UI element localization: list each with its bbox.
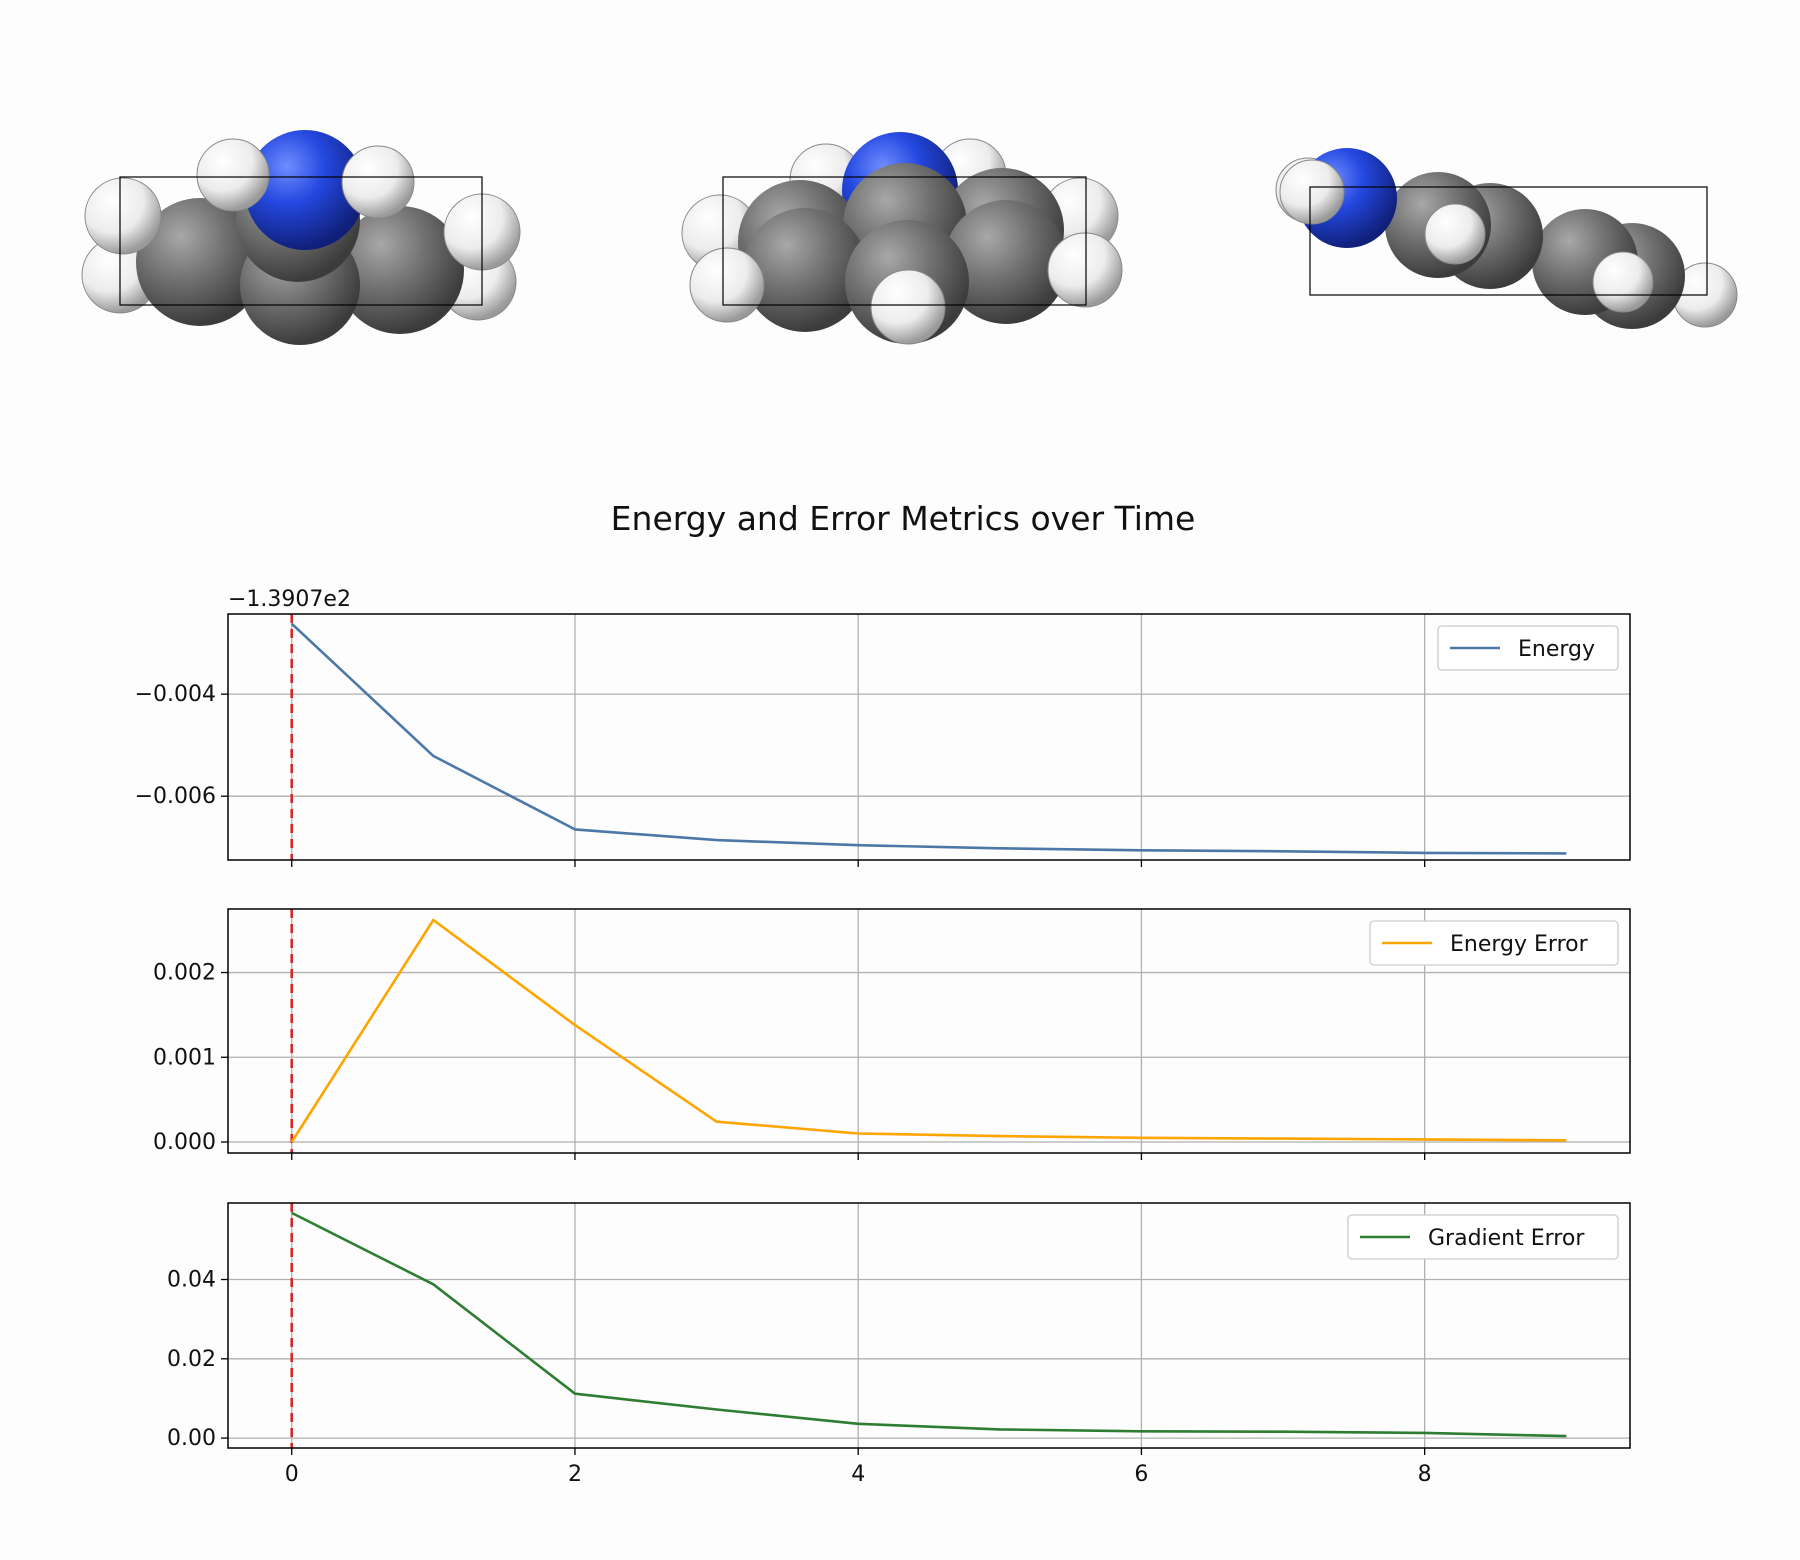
series-line: [290, 622, 1567, 855]
axes-frame: [227, 908, 1631, 1154]
offset-label: −1.3907e2: [228, 587, 351, 612]
legend: Gradient Error: [1347, 1214, 1619, 1260]
plot-area: [228, 614, 1630, 860]
legend-label: Gradient Error: [1428, 1226, 1585, 1251]
chart-panel-1: −0.004 −0.006 −1.3907e2 Energy: [135, 587, 1631, 867]
charts-group: −0.004−0.006−1.3907e2Energy0.0000.0010.0…: [135, 587, 1631, 1487]
y-tick-label: 0.002: [153, 961, 216, 986]
bounding-box-2: [722, 176, 1087, 306]
x-tick-label: 4: [851, 1462, 865, 1487]
bounding-box-3: [1309, 186, 1708, 296]
x-tick-label: 0: [285, 1462, 299, 1487]
legend-box: [1437, 625, 1619, 671]
chart-panel-3: 0.00 0.02 0.04 Gradient Error 0 2 4 6 8: [167, 1202, 1631, 1487]
axes-frame: [227, 613, 1631, 861]
chart-panel-2: 0.000 0.001 0.002 Energy Error: [153, 908, 1631, 1160]
y-tick-label: −0.006: [135, 784, 216, 809]
y-tick-label: −0.004: [135, 682, 216, 707]
legend: Energy Error: [1369, 920, 1619, 966]
molecule-view-3: [1275, 148, 1738, 329]
figure-title: Energy and Error Metrics over Time: [611, 499, 1196, 538]
series-line: [291, 1211, 1567, 1438]
legend-box: [1369, 920, 1619, 966]
x-tick-label: 2: [568, 1462, 582, 1487]
y-tick-label: 0.04: [167, 1268, 216, 1293]
x-tick-label: 8: [1418, 1462, 1432, 1487]
y-tick-label: 0.001: [153, 1045, 216, 1070]
legend-label: Energy: [1518, 637, 1595, 662]
x-tick-label: 6: [1134, 1462, 1148, 1487]
molecule-view-1: [81, 130, 521, 345]
legend-label: Energy Error: [1450, 932, 1589, 957]
y-tick-label: 0.02: [167, 1347, 216, 1372]
axes-frame: [227, 1202, 1631, 1449]
y-tick-label: 0.00: [167, 1426, 216, 1451]
y-tick-label: 0.000: [153, 1130, 216, 1155]
legend-box: [1347, 1214, 1619, 1260]
bounding-box-1: [119, 176, 483, 306]
series-line: [290, 918, 1567, 1143]
legend: Energy: [1437, 625, 1619, 671]
molecule-view-2: [681, 132, 1123, 345]
